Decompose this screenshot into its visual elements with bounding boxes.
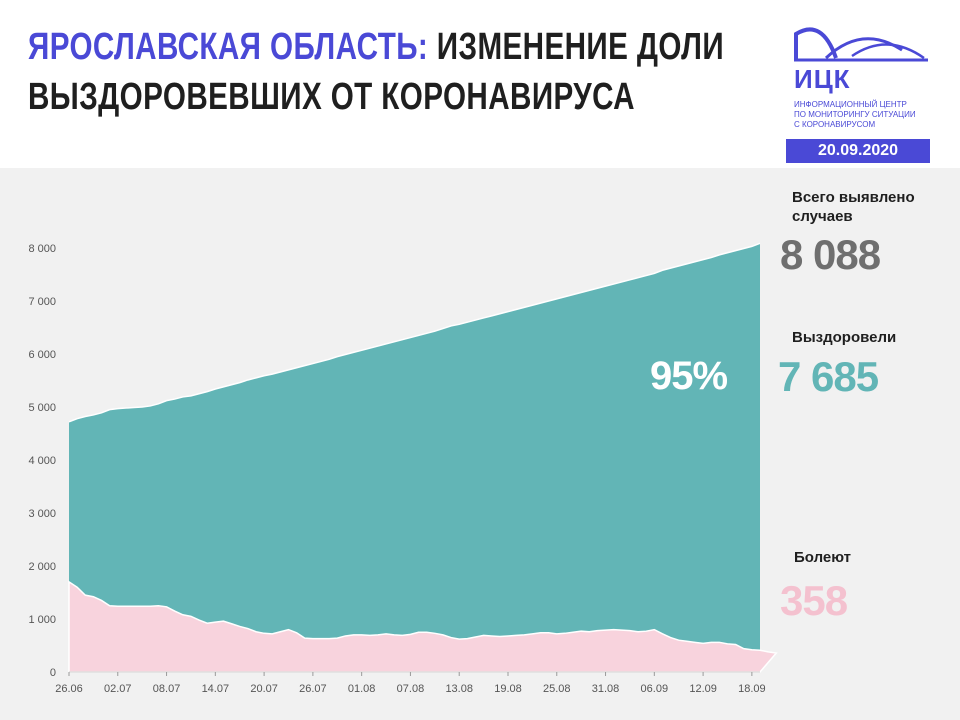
y-tick-label: 3 000: [28, 508, 56, 520]
title-line-1: ЯРОСЛАВСКАЯ ОБЛАСТЬ: ИЗМЕНЕНИЕ ДОЛИ: [28, 22, 724, 72]
sick-value: 358: [780, 577, 848, 624]
logo-subtitle-line-3: С КОРОНАВИРУСОМ: [794, 120, 876, 129]
x-tick-label: 26.07: [299, 683, 327, 695]
x-tick-label: 12.09: [689, 683, 717, 695]
x-tick-label: 06.09: [641, 683, 669, 695]
logo-subtitle: ИНФОРМАЦИОННЫЙ ЦЕНТР ПО МОНИТОРИНГУ СИТУ…: [794, 100, 944, 130]
y-tick-label: 0: [50, 667, 56, 679]
x-tick-label: 02.07: [104, 683, 132, 695]
series-sick-area: [68, 580, 778, 673]
title-line-1-rest: ИЗМЕНЕНИЕ ДОЛИ: [436, 26, 725, 68]
x-tick-label: 01.08: [348, 683, 376, 695]
total-value: 8 088: [780, 231, 881, 278]
date-badge: 20.09.2020: [786, 139, 930, 163]
bridge-arc-icon: [794, 27, 928, 62]
recovered-label: Выздоровели: [792, 329, 897, 346]
x-tick-label: 19.08: [494, 683, 522, 695]
y-tick-label: 7 000: [28, 296, 56, 308]
logo-subtitle-line-1: ИНФОРМАЦИОННЫЙ ЦЕНТР: [794, 100, 907, 109]
x-tick-label: 07.08: [397, 683, 425, 695]
logo-name: ИЦК: [794, 64, 851, 94]
y-tick-label: 8 000: [28, 243, 56, 255]
y-tick-label: 5 000: [28, 402, 56, 414]
y-tick-label: 2 000: [28, 561, 56, 573]
total-label: Всего выявлено случаев: [792, 189, 915, 225]
sick-label: Болеют: [794, 549, 852, 566]
title-region: ЯРОСЛАВСКАЯ ОБЛАСТЬ:: [28, 26, 429, 68]
x-tick-label: 20.07: [250, 683, 278, 695]
x-tick-label: 18.09: [738, 683, 766, 695]
x-tick-label: 25.08: [543, 683, 571, 695]
title-line-2: ВЫЗДОРОВЕВШИХ ОТ КОРОНАВИРУСА: [28, 76, 635, 118]
logo-subtitle-line-2: ПО МОНИТОРИНГУ СИТУАЦИИ: [794, 110, 916, 119]
header: ЯРОСЛАВСКАЯ ОБЛАСТЬ: ИЗМЕНЕНИЕ ДОЛИ ВЫЗД…: [0, 0, 960, 168]
x-tick-label: 31.08: [592, 683, 620, 695]
x-tick-label: 26.06: [55, 683, 83, 695]
page-title: ЯРОСЛАВСКАЯ ОБЛАСТЬ: ИЗМЕНЕНИЕ ДОЛИ ВЫЗД…: [28, 22, 724, 122]
area-chart: 0 1 000 2 000 3 000 4 000 5 000 6 000 7 000 8 00…: [28, 242, 778, 695]
chart-panel: 0 1 000 2 000 3 000 4 000 5 000 6 000 7 000 8 00…: [0, 168, 960, 720]
x-tick-label: 08.07: [153, 683, 181, 695]
y-tick-label: 4 000: [28, 455, 56, 467]
series-total-line: [68, 242, 761, 423]
x-tick-label: 14.07: [202, 683, 230, 695]
x-tick-label: 13.08: [445, 683, 473, 695]
y-tick-label: 1 000: [28, 614, 56, 626]
y-tick-label: 6 000: [28, 349, 56, 361]
recovered-share: 95%: [650, 354, 728, 398]
recovered-value: 7 685: [778, 353, 879, 400]
series-recovered-area: [69, 243, 760, 672]
